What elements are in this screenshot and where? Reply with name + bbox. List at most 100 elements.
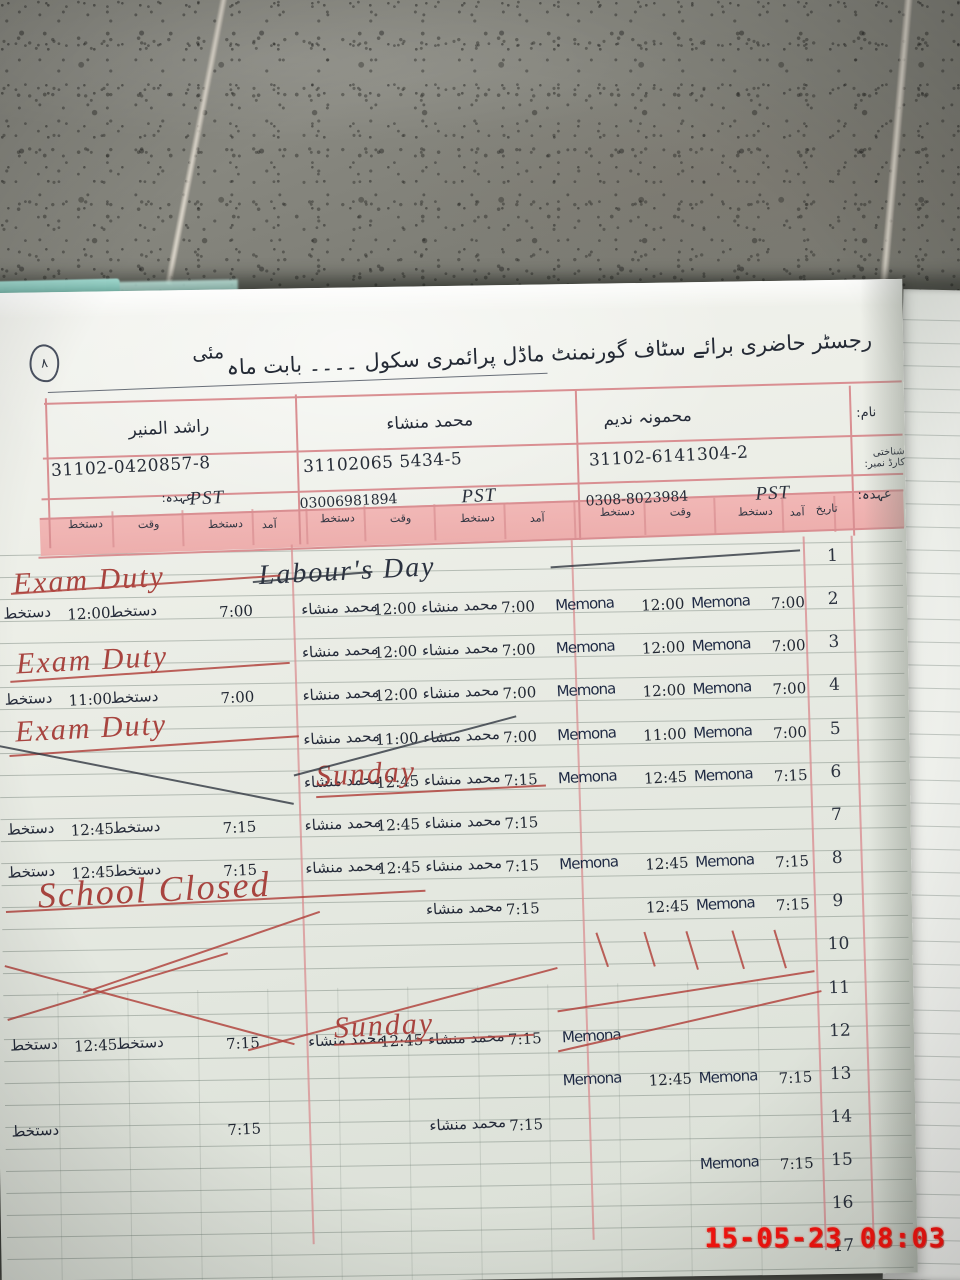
cell-s3-in-sig-row-3: Memona [691,634,751,656]
cell-s3-in-sig-row-4: Memona [692,677,752,699]
column-header-2-دستخط: دستخط [319,511,356,526]
cell-s2-out-row-4: 12:00 [374,685,419,706]
column-header-2-دستخط: دستخط [459,510,496,526]
facing-page-rule [901,388,960,392]
facing-page-rule [900,434,960,438]
cell-s1-in-row-14: 7:15 [226,1119,262,1140]
column-header-date: تاریخ [815,501,838,516]
row-number: 1 [826,545,839,567]
floor-speckle-texture [0,0,960,300]
register-page: ۸ رجسٹر حاضری برائے سٹاف گورنمنٹ ماڈل پر… [0,278,918,1280]
cell-s1-in-row-2: 7:00 [218,601,254,622]
cell-s2-out-row-7: 12:45 [376,814,421,835]
floor-background [0,0,960,300]
cell-s3-out-row-9: 12:45 [645,896,690,917]
cell-s2-in-row-2: 7:00 [500,597,536,617]
cell-s2-in-row-4: 7:00 [502,683,537,704]
cell-s1-in-sig-row-4: دستخط [110,687,159,708]
facing-page-rule [900,411,960,415]
cell-s3-out-row-6: 12:45 [643,767,688,788]
staff-designation-2: PST [460,484,497,508]
cell-s1-sig-row-2: دستخط [2,602,52,623]
cell-s3-in-row-6: 7:15 [773,765,809,786]
facing-page-rule [901,365,960,369]
row-number: 16 [831,1192,854,1214]
cell-s3-sig-row-5: Memona [556,723,617,744]
column-header-1-آمد: آمد [261,517,277,532]
column-header-1-دستخط: دستخط [207,516,244,532]
facing-page-rule [898,526,960,529]
row-number: 15 [830,1149,854,1171]
facing-page-rule [898,503,960,507]
cell-s3-out-row-2: 12:00 [640,594,685,615]
cell-s1-out-row-7: 12:45 [70,819,115,840]
cell-s3-out-row-3: 12:00 [641,637,686,659]
cell-s2-in-sig-row-5: محمد منشاء [422,724,501,747]
grid-vertical [687,982,693,1277]
cell-s1-in-sig-row-2: دستخط [108,600,158,622]
facing-page-rule [899,480,960,484]
row-number: 9 [832,890,844,912]
cell-s2-in-row-3: 7:00 [501,640,537,661]
cell-s3-sig-row-13: Memona [562,1068,622,1090]
column-header-1-وقت: وقت [137,517,160,532]
cell-s3-in-row-5: 7:00 [772,722,808,743]
cell-s3-in-row-8: 7:15 [774,851,810,872]
grid-vertical [197,990,203,1280]
cell-s2-sig-row-7: محمد منشاء [304,812,382,835]
cell-s2-in-sig-row-14: محمد منشاء [428,1112,507,1135]
camera-timestamp: 15-05-23 08:03 [704,1223,946,1254]
cell-s3-in-sig-row-8: Memona [694,850,755,872]
cell-s3-sig-row-8: Memona [558,852,619,874]
cell-s3-in-row-2: 7:00 [770,592,806,613]
grid-vertical [547,984,553,1279]
cell-s2-in-sig-row-6: محمد منشاء [423,767,501,790]
cell-s2-sig-row-5: محمد منشاء [302,726,381,749]
row-number: 10 [827,933,850,955]
cell-s3-in-row-4: 7:00 [772,679,807,699]
cell-s3-in-sig-row-5: Memona [692,720,753,742]
facing-page-rule [902,342,960,346]
cell-s3-in-sig-row-13: Memona [698,1066,758,1087]
staff-designation-label-1: عہدہ: [161,489,194,506]
row-number: 6 [830,761,842,782]
staff-designation-1: PST [188,486,225,510]
facing-page-rule [899,457,960,461]
column-header-3-دستخط: دستخط [599,504,635,519]
column-header-2-وقت: وقت [389,511,412,526]
cell-s3-out-row-8: 12:45 [644,853,689,874]
row-number: 11 [828,977,851,998]
cell-s2-in-row-8: 7:15 [504,856,540,876]
column-header-3-آمد: آمد [789,505,805,519]
note-sunday-1: Sunday [315,754,417,793]
cell-s3-out-row-13: 12:45 [648,1069,693,1090]
cell-s1-in-row-4: 7:00 [220,687,255,708]
staff-designation-3: PST [754,482,791,505]
cell-s1-in-sig-row-7: دستخط [112,816,161,838]
cell-s2-in-row-14: 7:15 [508,1114,544,1135]
cell-s1-sig-row-12: دستخط [9,1034,59,1055]
cell-s1-in-sig-row-12: دستخط [115,1032,165,1053]
staff-name-1: راشد المنیر [127,416,210,441]
column-header-1-دستخط: دستخط [67,517,104,532]
cell-s3-sig-row-2: Memona [554,593,615,615]
cell-s1-out-row-12: 12:45 [73,1035,118,1056]
facing-page-rule [897,572,960,575]
facing-page-rule [902,319,960,323]
cell-s1-in-row-7: 7:15 [222,817,257,838]
cell-s3-out-row-5: 11:00 [642,724,687,745]
cell-s3-in-row-13: 7:15 [778,1067,813,1088]
cell-s1-sig-row-14: دستخط [10,1120,60,1141]
cell-s3-in-sig-row-6: Memona [693,764,753,785]
cell-s2-in-row-9: 7:15 [505,899,541,919]
row-number: 8 [831,847,843,869]
cell-s1-in-row-12: 7:15 [225,1033,261,1053]
cell-s3-in-sig-row-9: Memona [695,893,756,915]
cell-s2-out-row-5: 11:00 [374,728,419,749]
row-number: 2 [827,588,839,610]
cell-s2-out-row-3: 12:00 [373,642,418,663]
grid-vertical [267,988,273,1280]
register-month: مئی [191,340,225,365]
cell-s1-sig-row-7: دستخط [6,818,55,839]
